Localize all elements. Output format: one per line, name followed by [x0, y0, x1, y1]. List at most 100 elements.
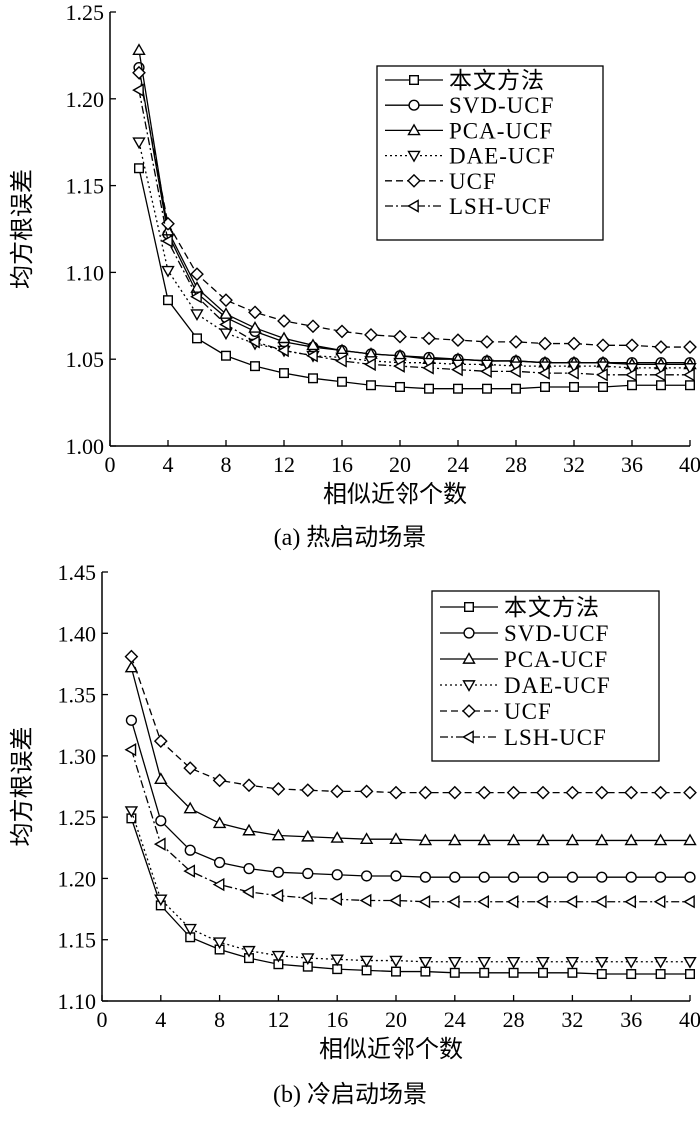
data-point-LSH-UCF [271, 888, 284, 903]
data-point-本文方法 [453, 383, 464, 394]
data-point-UCF [306, 319, 320, 334]
data-point-PCA-UCF [506, 833, 521, 846]
x-tick-label: 4 [163, 452, 174, 477]
data-point-本文方法 [685, 969, 696, 980]
legend-label-LSH-UCF: LSH-UCF [449, 194, 552, 219]
data-point-DAE-UCF [480, 359, 494, 372]
data-point-LSH-UCF [477, 895, 490, 909]
data-point-本文方法 [627, 380, 638, 391]
data-point-DAE-UCF [389, 955, 403, 968]
data-point-LSH-UCF [300, 891, 313, 905]
legend-label-本文方法: 本文方法 [504, 595, 600, 620]
data-point-UCF [624, 785, 639, 800]
x-tick-label: 8 [214, 1007, 225, 1032]
series-SVD-UCF [125, 714, 696, 883]
data-point-LSH-UCF [594, 895, 607, 909]
data-point-LSH-UCF [422, 361, 434, 375]
legend-label-本文方法: 本文方法 [449, 68, 545, 93]
x-tick-label: 40 [679, 452, 700, 477]
x-tick-label: 24 [444, 1007, 466, 1032]
data-point-DAE-UCF [538, 361, 552, 374]
legend-label-UCF: UCF [449, 169, 497, 194]
data-point-DAE-UCF [301, 953, 315, 966]
series-PCA-UCF [124, 660, 697, 846]
x-tick-label: 28 [503, 1007, 525, 1032]
data-point-PCA-UCF [565, 833, 580, 846]
data-point-UCF [277, 314, 291, 328]
x-tick-label: 20 [385, 1007, 407, 1032]
data-point-本文方法 [366, 380, 377, 391]
x-tick-label: 16 [331, 452, 353, 477]
data-point-本文方法 [308, 373, 319, 384]
data-point-DAE-UCF [683, 363, 697, 375]
data-point-本文方法 [540, 381, 551, 392]
legend-marker-SVD-UCF [408, 99, 420, 111]
data-point-UCF [271, 782, 286, 796]
data-point-LSH-UCF [451, 362, 463, 377]
data-point-PCA-UCF [248, 321, 262, 333]
data-point-LSH-UCF [683, 368, 695, 382]
data-point-PCA-UCF [190, 281, 204, 293]
data-point-DAE-UCF [212, 937, 227, 950]
data-point-DAE-UCF [653, 956, 668, 969]
x-axis-label: 相似近邻个数 [319, 1036, 463, 1063]
data-point-本文方法 [337, 376, 348, 387]
legend-label-SVD-UCF: SVD-UCF [504, 621, 609, 646]
data-point-PCA-UCF [624, 833, 638, 846]
data-point-PCA-UCF [124, 660, 139, 673]
data-point-LSH-UCF [624, 895, 637, 909]
series-LSH-UCF [132, 83, 695, 382]
y-axis-label: 均方根误差 [9, 169, 36, 289]
data-point-LSH-UCF [654, 368, 666, 382]
data-point-本文方法 [391, 966, 402, 977]
data-point-UCF [422, 331, 436, 346]
data-point-本文方法 [424, 383, 435, 394]
series-line-PCA-UCF [130, 667, 690, 842]
chart-b: 0 4 8 12 16 20 24 28 32 36 40 1.10 1.15 1.20 1.25 1.30 1… [9, 560, 700, 1108]
series-DAE-UCF [124, 806, 697, 969]
data-point-LSH-UCF [190, 289, 202, 304]
data-point-UCF [538, 336, 552, 351]
legend-label-SVD-UCF: SVD-UCF [449, 93, 554, 118]
legend-label-PCA-UCF: PCA-UCF [449, 118, 553, 143]
data-point-UCF [183, 761, 198, 776]
data-point-LSH-UCF [161, 234, 173, 248]
data-point-LSH-UCF [389, 893, 401, 908]
data-point-本文方法 [511, 383, 522, 394]
data-point-本文方法 [655, 969, 666, 980]
data-point-PCA-UCF [653, 833, 668, 846]
data-point-LSH-UCF [447, 895, 460, 909]
data-point-DAE-UCF [683, 956, 697, 969]
x-tick-label: 32 [563, 452, 585, 477]
data-point-本文方法 [133, 163, 144, 174]
data-point-LSH-UCF [219, 317, 231, 332]
data-point-UCF [248, 305, 262, 320]
data-point-本文方法 [220, 350, 231, 361]
x-tick-label: 32 [561, 1007, 583, 1032]
data-point-SVD-UCF [566, 871, 579, 883]
data-point-PCA-UCF [330, 831, 344, 843]
data-point-DAE-UCF [132, 137, 146, 150]
data-point-LSH-UCF [335, 354, 347, 368]
data-point-LSH-UCF [565, 895, 578, 909]
data-point-UCF [359, 784, 374, 799]
data-point-UCF [219, 293, 233, 308]
data-point-DAE-UCF [506, 956, 521, 969]
y-tick-label: 1.30 [58, 744, 97, 769]
data-point-DAE-UCF [418, 956, 433, 969]
legend-marker-UCF [462, 704, 476, 718]
data-point-PCA-UCF [132, 43, 146, 56]
legend-label-PCA-UCF: PCA-UCF [504, 647, 608, 672]
data-point-DAE-UCF [567, 361, 581, 374]
data-point-DAE-UCF [154, 894, 168, 907]
data-point-DAE-UCF [271, 950, 286, 963]
legend-marker-本文方法 [464, 602, 475, 613]
y-tick-label: 1.00 [66, 434, 105, 459]
data-point-LSH-UCF [596, 368, 608, 382]
y-tick-label: 1.10 [58, 989, 97, 1014]
x-tick-label: 16 [326, 1007, 348, 1032]
figure-caption: (b) 冷启动场景 [273, 1081, 427, 1108]
series-line-DAE-UCF [130, 810, 690, 963]
